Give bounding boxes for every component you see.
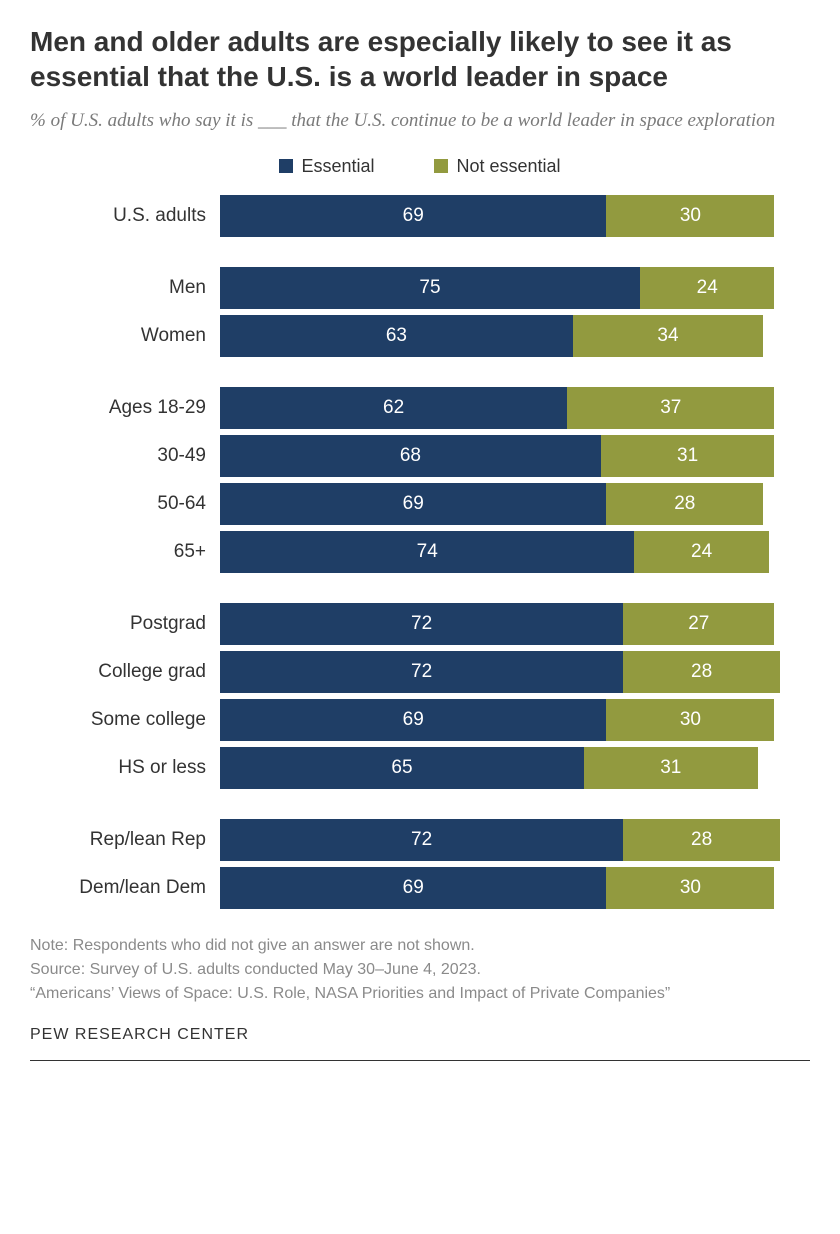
bar-segment-not-essential: 24 [640,267,774,309]
bar-segment-essential: 69 [220,483,606,525]
bar-track: 6334 [220,315,780,357]
bar-track: 7227 [220,603,780,645]
row-label: Postgrad [30,613,220,635]
row-label: Rep/lean Rep [30,829,220,851]
chart-row: Postgrad7227 [30,603,810,645]
bar-track: 7228 [220,819,780,861]
bar-segment-not-essential: 28 [606,483,763,525]
bar-segment-not-essential: 37 [567,387,774,429]
bar-segment-essential: 72 [220,651,623,693]
bar-track: 6930 [220,195,780,237]
bar-segment-not-essential: 31 [601,435,775,477]
bar-segment-essential: 72 [220,819,623,861]
bar-track: 7424 [220,531,780,573]
row-label: 65+ [30,541,220,563]
chart-notes: Note: Respondents who did not give an an… [30,935,810,1006]
chart-group: Ages 18-29623730-49683150-64692865+7424 [30,387,810,573]
chart-group: Postgrad7227College grad7228Some college… [30,603,810,789]
chart-row: 30-496831 [30,435,810,477]
row-label: 30-49 [30,445,220,467]
note-line: “Americans’ Views of Space: U.S. Role, N… [30,983,810,1005]
chart-row: Rep/lean Rep7228 [30,819,810,861]
bar-track: 6930 [220,699,780,741]
bar-segment-not-essential: 30 [606,699,774,741]
row-label: U.S. adults [30,205,220,227]
chart-row: HS or less6531 [30,747,810,789]
note-line: Note: Respondents who did not give an an… [30,935,810,957]
chart-row: Ages 18-296237 [30,387,810,429]
chart-area: U.S. adults6930Men7524Women6334Ages 18-2… [30,195,810,927]
row-label: Women [30,325,220,347]
chart-row: Men7524 [30,267,810,309]
bar-segment-essential: 62 [220,387,567,429]
legend: Essential Not essential [30,156,810,177]
chart-group: U.S. adults6930 [30,195,810,237]
chart-row: Women6334 [30,315,810,357]
bar-segment-not-essential: 30 [606,867,774,909]
bar-segment-not-essential: 31 [584,747,758,789]
row-label: 50-64 [30,493,220,515]
bar-track: 6928 [220,483,780,525]
legend-item-not-essential: Not essential [434,156,560,177]
bar-segment-not-essential: 27 [623,603,774,645]
legend-label-essential: Essential [301,156,374,177]
note-line: Source: Survey of U.S. adults conducted … [30,959,810,981]
legend-swatch-essential [279,159,293,173]
chart-title: Men and older adults are especially like… [30,24,810,94]
chart-row: Dem/lean Dem6930 [30,867,810,909]
bar-segment-essential: 69 [220,195,606,237]
row-label: Men [30,277,220,299]
bar-segment-essential: 63 [220,315,573,357]
bar-segment-essential: 65 [220,747,584,789]
bar-segment-essential: 72 [220,603,623,645]
bar-segment-not-essential: 28 [623,819,780,861]
chart-group: Men7524Women6334 [30,267,810,357]
footer-attribution: PEW RESEARCH CENTER [30,1026,810,1061]
bar-segment-essential: 74 [220,531,634,573]
bar-segment-essential: 69 [220,867,606,909]
bar-segment-not-essential: 30 [606,195,774,237]
chart-row: 65+7424 [30,531,810,573]
chart-row: College grad7228 [30,651,810,693]
row-label: College grad [30,661,220,683]
bar-track: 6237 [220,387,780,429]
chart-subtitle: % of U.S. adults who say it is ___ that … [30,108,810,134]
bar-track: 6930 [220,867,780,909]
legend-label-not-essential: Not essential [456,156,560,177]
bar-track: 7524 [220,267,780,309]
bar-segment-not-essential: 28 [623,651,780,693]
bar-track: 6831 [220,435,780,477]
row-label: Some college [30,709,220,731]
bar-segment-essential: 69 [220,699,606,741]
chart-group: Rep/lean Rep7228Dem/lean Dem6930 [30,819,810,909]
chart-row: 50-646928 [30,483,810,525]
bar-track: 6531 [220,747,780,789]
row-label: Dem/lean Dem [30,877,220,899]
bar-segment-not-essential: 24 [634,531,768,573]
legend-item-essential: Essential [279,156,374,177]
bar-segment-essential: 68 [220,435,601,477]
bar-track: 7228 [220,651,780,693]
legend-swatch-not-essential [434,159,448,173]
chart-row: U.S. adults6930 [30,195,810,237]
row-label: Ages 18-29 [30,397,220,419]
bar-segment-essential: 75 [220,267,640,309]
row-label: HS or less [30,757,220,779]
bar-segment-not-essential: 34 [573,315,763,357]
chart-row: Some college6930 [30,699,810,741]
